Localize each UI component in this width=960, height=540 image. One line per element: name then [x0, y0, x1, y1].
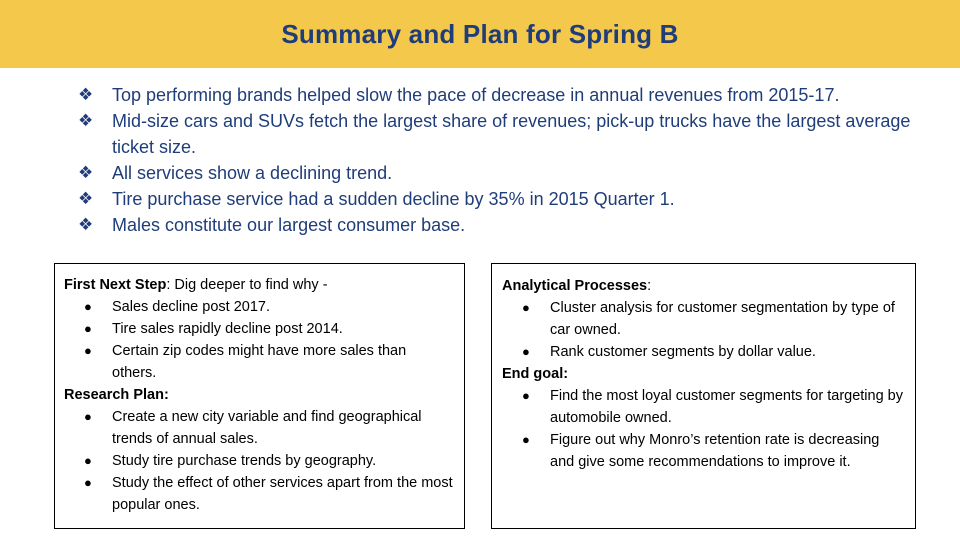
summary-item-text: Top performing brands helped slow the pa…	[112, 85, 840, 105]
list-item-text: Tire sales rapidly decline post 2014.	[112, 321, 343, 337]
summary-item-text: Mid-size cars and SUVs fetch the largest…	[112, 111, 911, 157]
summary-item: ❖ Tire purchase service had a sudden decl…	[78, 186, 938, 212]
list-item: ● Study the effect of other services apar…	[64, 472, 454, 516]
summary-item: ❖ All services show a declining trend.	[78, 160, 938, 186]
list-item-text: Certain zip codes might have more sales …	[112, 343, 407, 381]
summary-list: ❖ Top performing brands helped slow the p…	[78, 82, 938, 238]
list-item-text: Study the effect of other services apart…	[112, 475, 453, 513]
list-item-text: Rank customer segments by dollar value.	[550, 344, 816, 360]
list-item: ● Sales decline post 2017.	[64, 296, 454, 318]
dot-bullet-icon: ●	[84, 409, 92, 424]
dot-bullet-icon: ●	[84, 453, 92, 468]
processes-colon: :	[647, 278, 652, 294]
list-item-text: Sales decline post 2017.	[112, 299, 270, 315]
dot-bullet-icon: ●	[522, 388, 530, 403]
dot-bullet-icon: ●	[522, 432, 530, 447]
diamond-bullet-icon: ❖	[78, 85, 94, 104]
list-item-text: Create a new city variable and find geog…	[112, 409, 422, 447]
summary-item: ❖ Mid-size cars and SUVs fetch the larges…	[78, 108, 938, 160]
list-item: ● Figure out why Monro’s retention rate i…	[502, 429, 905, 473]
dot-bullet-icon: ●	[84, 299, 92, 314]
list-item: ● Find the most loyal customer segments f…	[502, 385, 905, 429]
first-step-heading: First Next Step	[64, 277, 167, 293]
first-step-list: ● Sales decline post 2017. ● Tire sales ra…	[64, 296, 454, 384]
title-bar: Summary and Plan for Spring B	[0, 0, 960, 68]
list-item: ● Rank customer segments by dollar value.	[502, 341, 905, 363]
processes-heading: Analytical Processes	[502, 278, 648, 294]
research-plan-heading: Research Plan:	[64, 387, 169, 403]
list-item: ● Study tire purchase trends by geography…	[64, 450, 454, 472]
summary-item-text: All services show a declining trend.	[112, 163, 393, 183]
dot-bullet-icon: ●	[84, 321, 92, 336]
diamond-bullet-icon: ❖	[78, 163, 94, 182]
summary-item-text: Tire purchase service had a sudden decli…	[112, 189, 675, 209]
summary-item-text: Males constitute our largest consumer ba…	[112, 215, 466, 235]
analytics-box: Analytical Processes: ● Cluster analysis …	[491, 263, 916, 529]
diamond-bullet-icon: ❖	[78, 189, 94, 208]
page-title: Summary and Plan for Spring B	[281, 18, 679, 49]
dot-bullet-icon: ●	[84, 475, 92, 490]
summary-item: ❖ Top performing brands helped slow the p…	[78, 82, 938, 108]
end-goal-heading: End goal:	[502, 366, 569, 382]
next-steps-box: First Next Step: Dig deeper to find why …	[54, 263, 465, 529]
first-step-text: : Dig deeper to find why -	[166, 277, 328, 293]
diamond-bullet-icon: ❖	[78, 215, 94, 234]
list-item-text: Figure out why Monro’s retention rate is…	[550, 432, 880, 470]
dot-bullet-icon: ●	[522, 300, 530, 315]
first-step-line: First Next Step: Dig deeper to find why …	[64, 274, 454, 296]
list-item: ● Create a new city variable and find geo…	[64, 406, 454, 450]
list-item: ● Certain zip codes might have more sales…	[64, 340, 454, 384]
processes-list: ● Cluster analysis for customer segmentat…	[502, 297, 905, 363]
diamond-bullet-icon: ❖	[78, 111, 94, 130]
dot-bullet-icon: ●	[84, 343, 92, 358]
end-goal-list: ● Find the most loyal customer segments f…	[502, 385, 905, 473]
list-item-text: Find the most loyal customer segments fo…	[550, 388, 903, 426]
list-item: ● Tire sales rapidly decline post 2014.	[64, 318, 454, 340]
research-plan-list: ● Create a new city variable and find geo…	[64, 406, 454, 516]
list-item: ● Cluster analysis for customer segmentat…	[502, 297, 905, 341]
processes-line: Analytical Processes:	[502, 275, 905, 297]
list-item-text: Cluster analysis for customer segmentati…	[550, 300, 895, 338]
list-item-text: Study tire purchase trends by geography.	[112, 453, 377, 469]
summary-item: ❖ Males constitute our largest consumer b…	[78, 212, 938, 238]
dot-bullet-icon: ●	[522, 344, 530, 359]
